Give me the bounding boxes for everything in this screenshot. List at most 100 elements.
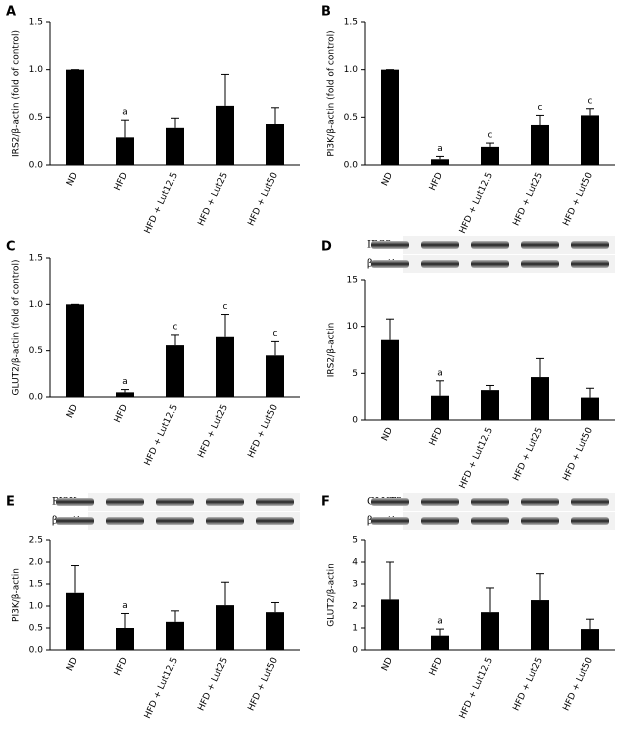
blot-band: [571, 241, 609, 249]
bar: [166, 127, 184, 165]
x-tick-label: HFD: [113, 403, 130, 424]
blot-band: [471, 498, 509, 506]
bar: [116, 137, 134, 165]
bar: [431, 635, 449, 650]
y-tick-label: 0.0: [29, 393, 44, 403]
y-tick-label: 1.5: [29, 254, 43, 264]
blot-band: [206, 498, 244, 506]
annotation: c: [173, 322, 178, 332]
y-tick-label: 5: [352, 369, 358, 379]
blot-band: [471, 260, 509, 268]
y-tick-label: 2.5: [29, 536, 43, 546]
y-tick-label: 0.5: [29, 346, 43, 356]
bar: [381, 339, 399, 420]
bar: [481, 146, 499, 165]
y-tick-label: 1.0: [29, 602, 44, 612]
x-tick-label: ND: [65, 656, 80, 673]
y-tick-label: 1.5: [344, 18, 358, 28]
blot-band: [571, 260, 609, 268]
blot-band: [471, 517, 509, 525]
panel-label: F: [321, 495, 330, 510]
y-tick-label: 1.0: [29, 65, 44, 75]
y-tick-label: 5: [352, 536, 358, 546]
bar: [266, 355, 284, 397]
bar: [216, 105, 234, 165]
bar: [116, 628, 134, 650]
bar: [66, 69, 84, 165]
bar: [266, 612, 284, 650]
bar: [581, 629, 599, 650]
y-tick-label: 0.0: [29, 646, 44, 656]
y-tick-label: 1: [352, 624, 358, 634]
bar: [116, 392, 134, 397]
panel-label: A: [6, 5, 16, 20]
x-tick-label: ND: [65, 171, 80, 188]
blot-band: [106, 517, 144, 525]
annotation: a: [437, 144, 443, 154]
y-tick-label: 0: [352, 646, 358, 656]
y-tick-label: 15: [347, 276, 358, 286]
y-tick-label: 0.5: [344, 113, 358, 123]
bar: [531, 124, 549, 165]
y-tick-label: 0.5: [29, 113, 43, 123]
y-tick-label: 1.5: [29, 580, 43, 590]
x-tick-label: ND: [380, 656, 395, 673]
blot-band: [156, 498, 194, 506]
bar: [66, 304, 84, 397]
x-tick-label: HFD: [428, 426, 445, 447]
y-axis-label: IRS2/β-actin (fold of control): [12, 30, 22, 157]
annotation: a: [122, 377, 128, 387]
x-tick-label: HFD + Lut25: [512, 656, 545, 713]
bar: [431, 159, 449, 165]
x-tick-label: HFD + Lut25: [197, 403, 230, 460]
bar: [581, 115, 599, 165]
y-axis-label: GLUT2/β-actin: [327, 563, 337, 627]
blot-band: [571, 517, 609, 525]
blot-band: [206, 517, 244, 525]
blot-band: [421, 260, 459, 268]
y-tick-label: 0: [352, 416, 358, 426]
annotation: c: [488, 131, 493, 141]
x-tick-label: HFD + Lut50: [247, 656, 281, 713]
annotation: a: [437, 617, 443, 627]
bar: [581, 397, 599, 420]
annotation: c: [273, 329, 278, 339]
blot-band: [421, 517, 459, 525]
annotation: c: [223, 302, 228, 312]
x-tick-label: HFD + Lut12.5: [143, 171, 180, 235]
blot-band: [521, 498, 559, 506]
blot-band: [56, 517, 94, 525]
bar: [481, 390, 499, 420]
blot-band: [156, 517, 194, 525]
x-tick-label: HFD + Lut12.5: [458, 426, 495, 490]
x-tick-label: HFD: [428, 656, 445, 677]
y-tick-label: 3: [352, 580, 358, 590]
x-tick-label: ND: [380, 171, 395, 188]
x-tick-label: HFD + Lut50: [247, 403, 281, 460]
blot-band: [371, 498, 409, 506]
y-tick-label: 10: [347, 322, 359, 332]
x-tick-label: HFD + Lut50: [247, 171, 281, 228]
blot-band: [256, 517, 294, 525]
annotation: a: [122, 108, 128, 118]
bar: [266, 124, 284, 165]
annotation: a: [437, 368, 443, 378]
x-tick-label: HFD + Lut12.5: [458, 171, 495, 235]
blot-band: [421, 241, 459, 249]
bar: [481, 612, 499, 650]
y-tick-label: 0.0: [29, 161, 44, 171]
blot-band: [421, 498, 459, 506]
y-tick-label: 1.5: [29, 18, 43, 28]
y-tick-label: 0.5: [29, 624, 43, 634]
bar: [381, 69, 399, 165]
y-tick-label: 2.0: [29, 558, 44, 568]
y-axis-label: IRS2/β-actin: [327, 323, 337, 378]
blot-band: [521, 260, 559, 268]
bar: [531, 377, 549, 420]
x-tick-label: HFD + Lut12.5: [458, 656, 495, 720]
x-tick-label: ND: [65, 403, 80, 420]
x-tick-label: HFD: [428, 171, 445, 192]
panel-label: D: [321, 240, 332, 255]
